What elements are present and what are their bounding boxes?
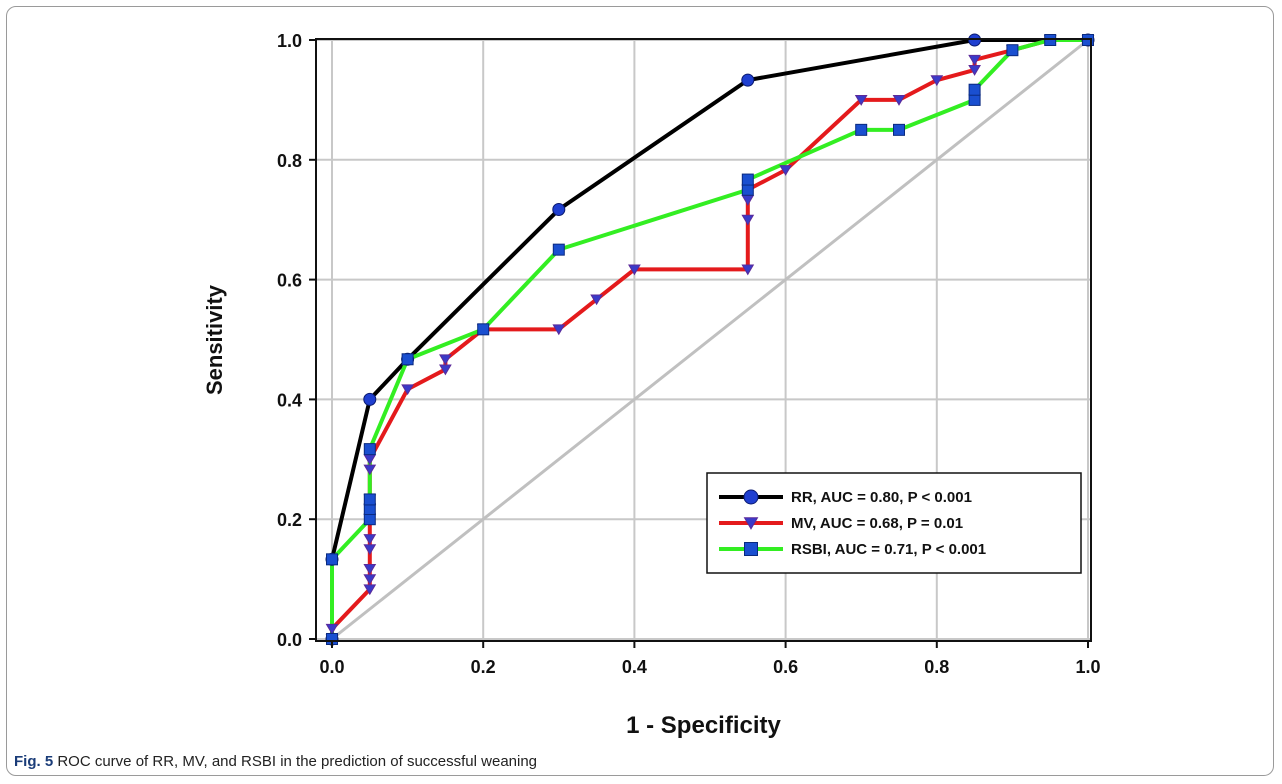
series-3-point (968, 93, 981, 106)
x-tick-label: 1.0 (1075, 657, 1100, 677)
x-tick-label: 0.4 (622, 657, 647, 677)
x-axis-ticks: 0.0 0.2 0.4 0.6 0.8 1.0 (319, 641, 1101, 677)
y-tick-label: 0.8 (277, 151, 302, 171)
figure-caption-label: Fig. 5 (14, 753, 54, 770)
series-line-1 (330, 38, 1088, 639)
series-3-point (363, 513, 376, 526)
x-tick-label: 0.0 (319, 657, 344, 677)
x-tick-label: 0.8 (924, 657, 949, 677)
series-2-point (628, 264, 641, 276)
series-1-point (363, 392, 377, 406)
legend-entry: RR, AUC = 0.80, P < 0.001 (791, 489, 972, 506)
x-axis-title: 1 - Specificity (626, 712, 781, 739)
series-2-point (439, 354, 452, 366)
series-3-point (326, 553, 338, 566)
series-2-point (401, 384, 414, 396)
series-2-point (552, 324, 566, 336)
series-2-point (779, 165, 792, 176)
series-2-point (363, 534, 377, 545)
y-tick-label: 0.0 (277, 630, 302, 650)
series-3-point (363, 493, 376, 506)
series-1-point (552, 203, 566, 217)
legend-entry: RSBI, AUC = 0.71, P < 0.001 (791, 541, 986, 558)
reference-diagonal (331, 38, 1089, 641)
series-3-point (477, 323, 490, 336)
series-2-point (590, 294, 603, 306)
series-2-point (968, 54, 981, 66)
figure-frame: 0.0 0.2 0.4 0.6 0.8 1.0 0.0 0.2 0.4 0.6 0.8 1.0 1 … (6, 6, 1274, 776)
series-2-point (325, 623, 339, 635)
y-tick-label: 1.0 (277, 31, 302, 51)
series-3-point (741, 173, 754, 186)
series-2-point (741, 195, 755, 206)
series-1-point (741, 73, 755, 87)
series-3-point (363, 443, 376, 456)
series-3-point (401, 353, 414, 366)
series-3-point (1006, 44, 1019, 57)
series-2-point (363, 464, 377, 476)
series-3-point (855, 123, 868, 136)
x-tick-label: 0.2 (471, 657, 496, 677)
y-tick-label: 0.4 (277, 390, 302, 410)
series-2-point (363, 564, 377, 575)
y-tick-label: 0.2 (277, 510, 302, 530)
plot-area-border (315, 38, 1092, 642)
series-2-point (363, 574, 377, 586)
figure-caption-text: ROC curve of RR, MV, and RSBI in the pre… (57, 753, 538, 770)
legend-swatch-marker (743, 489, 759, 505)
series-2-point (930, 75, 944, 87)
series-2-point (741, 264, 755, 276)
series-3-point (968, 83, 981, 96)
series-3-point (552, 243, 565, 256)
series-2-point (741, 214, 755, 226)
figure-caption: Fig. 5 ROC curve of RR, MV, and RSBI in … (14, 753, 537, 770)
series-2-point (363, 454, 377, 466)
legend-entry: MV, AUC = 0.68, P = 0.01 (791, 515, 963, 532)
roc-chart: 0.0 0.2 0.4 0.6 0.8 1.0 0.0 0.2 0.4 0.6 0.8 1.0 1 … (202, 31, 1101, 739)
series-3-point (893, 123, 905, 136)
series-2-point (363, 544, 377, 556)
y-axis-title: Sensitivity (202, 284, 227, 395)
y-axis-ticks: 0.0 0.2 0.4 0.6 0.8 1.0 (277, 31, 316, 650)
reference-line (331, 38, 1089, 641)
legend-swatch-marker (743, 517, 759, 530)
series-3-point (741, 183, 754, 196)
x-tick-label: 0.6 (773, 657, 798, 677)
series-2-point (892, 95, 906, 106)
y-tick-label: 0.6 (277, 271, 302, 291)
legend-swatch-marker (744, 542, 758, 556)
series-2-point (854, 95, 868, 106)
legend: RR, AUC = 0.80, P < 0.001 MV, AUC = 0.68,… (706, 472, 1082, 574)
